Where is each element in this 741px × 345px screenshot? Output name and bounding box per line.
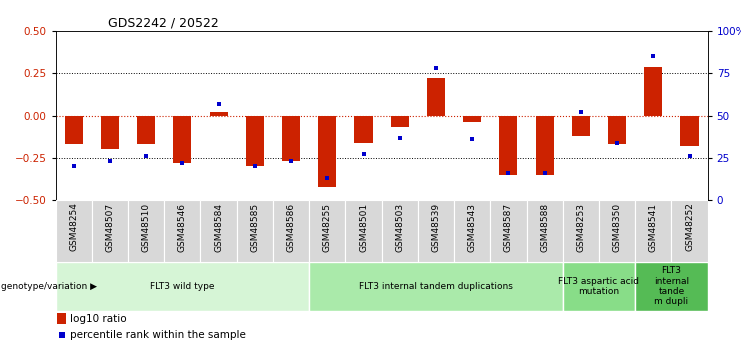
Bar: [101, 116, 119, 149]
Point: [575, 109, 587, 115]
Text: GSM48503: GSM48503: [395, 203, 405, 252]
Text: GSM48510: GSM48510: [142, 203, 150, 252]
Bar: [599, 200, 635, 262]
Bar: [309, 262, 562, 310]
Bar: [562, 262, 635, 310]
Bar: [210, 112, 227, 116]
Text: GSM48252: GSM48252: [685, 203, 694, 252]
Text: GSM48546: GSM48546: [178, 203, 187, 252]
Point: [430, 66, 442, 71]
Bar: [282, 116, 300, 161]
Bar: [391, 116, 409, 127]
Point: [358, 152, 370, 157]
Bar: [491, 200, 527, 262]
Bar: [572, 116, 590, 136]
Bar: [499, 116, 517, 175]
Text: FLT3
internal
tande
m dupli: FLT3 internal tande m dupli: [654, 266, 689, 306]
Bar: [201, 200, 236, 262]
Bar: [173, 116, 191, 163]
Text: GSM48255: GSM48255: [323, 203, 332, 252]
Bar: [56, 200, 92, 262]
Point: [322, 175, 333, 181]
Text: GSM48588: GSM48588: [540, 203, 549, 252]
Bar: [680, 116, 699, 146]
Point: [249, 164, 261, 169]
Text: GSM48350: GSM48350: [613, 203, 622, 252]
Text: FLT3 aspartic acid
mutation: FLT3 aspartic acid mutation: [559, 277, 639, 296]
Point: [611, 140, 623, 145]
Text: GDS2242 / 20522: GDS2242 / 20522: [107, 17, 219, 30]
Bar: [57, 313, 65, 324]
Bar: [128, 200, 165, 262]
Bar: [418, 200, 454, 262]
Bar: [608, 116, 626, 144]
Text: GSM48254: GSM48254: [69, 203, 79, 252]
Text: FLT3 wild type: FLT3 wild type: [150, 282, 215, 291]
Text: genotype/variation ▶: genotype/variation ▶: [1, 282, 97, 291]
Point: [466, 137, 478, 142]
Bar: [463, 116, 481, 122]
Text: log10 ratio: log10 ratio: [70, 314, 127, 324]
Text: GSM48587: GSM48587: [504, 203, 513, 252]
Point: [213, 101, 225, 107]
Bar: [644, 67, 662, 116]
Point: [648, 54, 659, 59]
Text: GSM48507: GSM48507: [105, 203, 114, 252]
Bar: [354, 116, 373, 142]
Text: GSM48541: GSM48541: [649, 203, 658, 252]
Point: [684, 154, 696, 159]
Bar: [671, 200, 708, 262]
Bar: [635, 262, 708, 310]
Bar: [454, 200, 491, 262]
Bar: [318, 116, 336, 187]
Bar: [273, 200, 309, 262]
Point: [289, 261, 301, 267]
Point: [393, 135, 405, 140]
Text: GSM48501: GSM48501: [359, 203, 368, 252]
Bar: [309, 200, 345, 262]
Text: GSM48586: GSM48586: [287, 203, 296, 252]
Bar: [427, 78, 445, 116]
Text: FLT3 internal tandem duplications: FLT3 internal tandem duplications: [359, 282, 513, 291]
Point: [140, 154, 152, 159]
Bar: [64, 116, 83, 144]
Point: [285, 158, 297, 164]
Text: GSM48539: GSM48539: [431, 203, 440, 252]
Bar: [562, 200, 599, 262]
Bar: [165, 200, 201, 262]
Point: [502, 170, 514, 176]
Bar: [635, 200, 671, 262]
Bar: [246, 116, 264, 166]
Point: [67, 164, 79, 169]
Text: GSM48253: GSM48253: [576, 203, 585, 252]
Bar: [92, 200, 128, 262]
Bar: [536, 116, 554, 175]
Point: [104, 158, 116, 164]
Text: GSM48585: GSM48585: [250, 203, 259, 252]
Bar: [527, 200, 562, 262]
Text: percentile rank within the sample: percentile rank within the sample: [70, 330, 246, 340]
Point: [539, 170, 551, 176]
Bar: [382, 200, 418, 262]
Text: GSM48543: GSM48543: [468, 203, 476, 252]
Bar: [345, 200, 382, 262]
Text: GSM48584: GSM48584: [214, 203, 223, 252]
Bar: [56, 262, 309, 310]
Bar: [236, 200, 273, 262]
Bar: [137, 116, 155, 144]
Point: [176, 160, 188, 166]
